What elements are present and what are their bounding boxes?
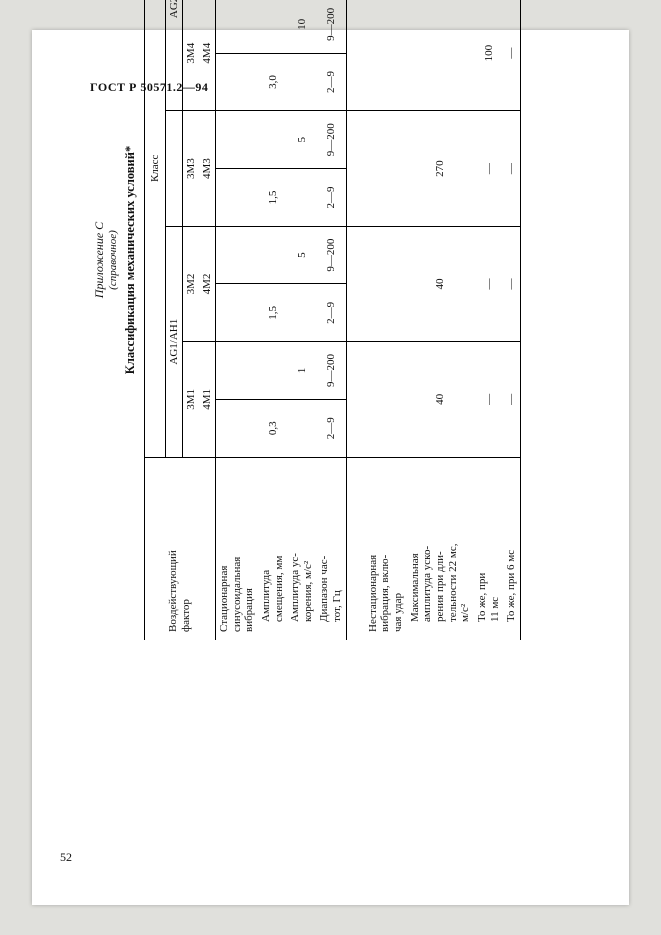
content-area: ГОСТ Р 50571.2—94 Приложение С (справочн… xyxy=(90,80,589,865)
hdr-m4a: 3M4 xyxy=(183,0,200,111)
hdr-m2b: 4M2 xyxy=(199,226,216,341)
header-factor: Воздействующийфактор xyxy=(145,457,216,640)
appendix-line: Приложение С xyxy=(92,0,107,640)
s1r3c3: 2—9 xyxy=(316,284,346,342)
s2r3c5: — xyxy=(503,111,520,226)
s1r3c1: 2—9 xyxy=(316,399,346,457)
s1r1c8 xyxy=(258,0,287,53)
s1r1c7: 3,0 xyxy=(258,53,287,111)
header-ag2: AG2/AH2 xyxy=(166,0,183,111)
s2r3c3: — xyxy=(503,226,520,341)
s2r1c7 xyxy=(407,0,474,111)
table-title: Классификация механических условий* xyxy=(123,0,138,640)
s1r1c6 xyxy=(258,111,287,169)
reference-line: (справочное) xyxy=(107,0,119,640)
s1r2c1 xyxy=(287,399,316,457)
s1r3c6: 9—200 xyxy=(316,111,346,169)
s1r3c5: 2—9 xyxy=(316,169,346,227)
s2r2c8: 100 xyxy=(474,0,503,111)
s2r2c5: — xyxy=(474,111,503,226)
s2r2c3: — xyxy=(474,226,503,341)
s2r1c5: 270 xyxy=(407,111,474,226)
s1r3c8: 9—200 xyxy=(316,0,346,53)
s1r3c7: 2—9 xyxy=(316,53,346,111)
page-background: ГОСТ Р 50571.2—94 Приложение С (справочн… xyxy=(32,30,629,905)
s1r3c2: 9—200 xyxy=(316,342,346,400)
s1r2c7 xyxy=(287,53,316,111)
s1r2c8: 10 xyxy=(287,0,316,53)
hdr-m3b: 4M3 xyxy=(199,111,216,226)
table-caption: Приложение С (справочное) Классификация … xyxy=(92,0,138,640)
hdr-m1a: 3M1 xyxy=(183,342,200,457)
s1r2c6: 5 xyxy=(287,111,316,169)
rotated-table-container: Приложение С (справочное) Классификация … xyxy=(92,0,572,640)
s2r2c1: — xyxy=(474,342,503,457)
s1r1c5: 1,5 xyxy=(258,169,287,227)
hdr-m2a: 3M2 xyxy=(183,226,200,341)
s1-r2-label: Амплитуда ус-корения, м/с² xyxy=(287,457,316,640)
s1-title: Стационарнаясинусоидальнаявибрация xyxy=(216,457,258,640)
s2r3c1: — xyxy=(503,342,520,457)
s1-r1-label: Амплитудасмещения, мм xyxy=(258,457,287,640)
s1r2c4: 5 xyxy=(287,226,316,284)
s1r1c2 xyxy=(258,342,287,400)
s2-r2-label: То же, при11 мс xyxy=(474,457,503,640)
s2r1c3: 40 xyxy=(407,226,474,341)
s2r3c7: — xyxy=(503,0,520,111)
s1r2c2: 1 xyxy=(287,342,316,400)
header-ag1: AG1/AH1 xyxy=(166,226,183,457)
s1r2c5 xyxy=(287,169,316,227)
s2-r1-label: Максимальнаяамплитуда уско-рения при дли… xyxy=(407,457,474,640)
hdr-m4b: 4M4 xyxy=(199,0,216,111)
hdr-m3a: 3M3 xyxy=(183,111,200,226)
s2r1c1: 40 xyxy=(407,342,474,457)
s1r1c4 xyxy=(258,226,287,284)
classification-table: Воздействующийфактор Класс AG1/AH1 AG2/A… xyxy=(144,0,521,640)
s1r3c4: 9—200 xyxy=(316,226,346,284)
hdr-m1b: 4M1 xyxy=(199,342,216,457)
s1-r3-label: Диапазон час-тот, Гц xyxy=(316,457,346,640)
s2-title: Нестационарнаявибрация, вклю-чая удар xyxy=(365,457,407,640)
page-number: 52 xyxy=(60,850,72,865)
s1r1c1: 0,3 xyxy=(258,399,287,457)
s2-r3-label: То же, при 6 мс xyxy=(503,457,520,640)
s1r2c3 xyxy=(287,284,316,342)
header-class: Класс xyxy=(145,0,166,457)
s1r1c3: 1,5 xyxy=(258,284,287,342)
